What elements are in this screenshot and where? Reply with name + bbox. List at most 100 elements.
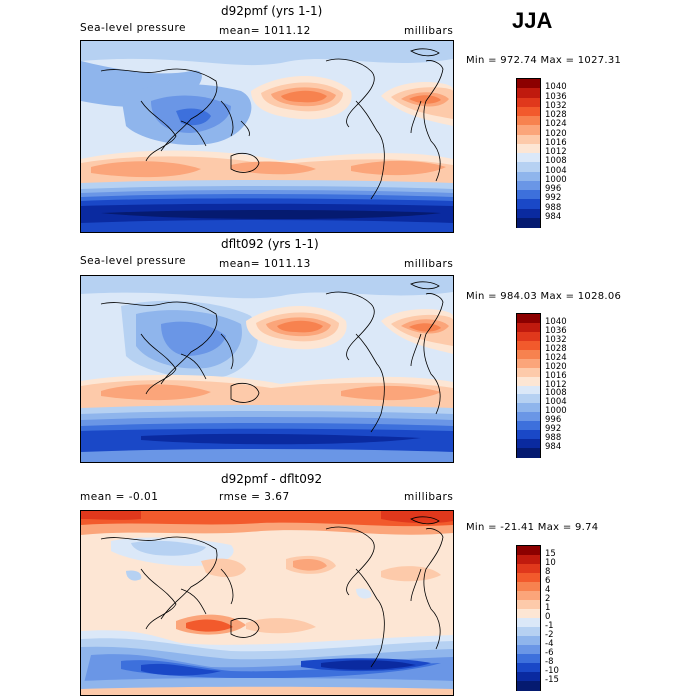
colorbar-level-label: 1004 <box>545 397 567 408</box>
colorbar-swatch <box>517 88 540 98</box>
panel-1-contour-field <box>81 41 453 232</box>
colorbar-swatch <box>517 546 540 556</box>
colorbar-level-label: 10 <box>545 558 556 568</box>
colorbar-swatch <box>517 403 540 413</box>
colorbar-level-label: -8 <box>545 657 554 667</box>
colorbar-swatch <box>517 636 540 646</box>
colorbar-level-label: 1032 <box>545 334 567 345</box>
colorbar-swatch <box>517 322 540 333</box>
colorbar-swatch <box>517 162 540 172</box>
colorbar-level-label: 988 <box>545 202 562 213</box>
colorbar-swatch <box>517 97 540 108</box>
colorbar-swatch <box>517 618 540 628</box>
panel-1-colorbar <box>516 78 541 228</box>
colorbar-level-label: 984 <box>545 211 562 222</box>
colorbar-swatch <box>517 573 540 583</box>
colorbar-swatch <box>517 199 540 209</box>
colorbar-swatch <box>517 331 540 342</box>
colorbar-swatch <box>517 654 540 664</box>
colorbar-level-label: -2 <box>545 630 554 640</box>
panel-2-variable-label: Sea-level pressure <box>80 255 187 267</box>
colorbar-level-label: 996 <box>545 415 562 426</box>
panel-1-colorbar-labels: 1040 1036 1032 1028 1024 1020 1016 1012 1008 1004… <box>545 78 585 228</box>
panel-2-colorbar <box>516 313 541 458</box>
colorbar-swatch <box>517 217 540 228</box>
colorbar-level-label: -15 <box>545 675 559 685</box>
colorbar-swatch <box>517 430 540 440</box>
panel-2-colorbar-labels: 1040 1036 1032 1028 1024 1020 1016 1012 1008 1004… <box>545 313 585 458</box>
panel-3-units-label: millibars <box>404 491 454 503</box>
colorbar-level-label: 2 <box>545 594 551 604</box>
season-label: JJA <box>512 8 553 33</box>
colorbar-level-label: 992 <box>545 193 562 204</box>
colorbar-level-label: -6 <box>545 648 554 658</box>
colorbar-swatch <box>517 609 540 619</box>
colorbar-swatch <box>517 125 540 135</box>
panel-1-title: d92pmf (yrs 1-1) <box>221 4 323 18</box>
colorbar-level-label: 1028 <box>545 110 567 120</box>
colorbar-swatch <box>517 208 540 219</box>
colorbar-level-label: 1016 <box>545 137 567 148</box>
colorbar-swatch <box>517 555 540 565</box>
colorbar-level-label: 1024 <box>545 352 567 363</box>
colorbar-swatch <box>517 190 540 200</box>
colorbar-level-label: 1000 <box>545 174 567 185</box>
colorbar-swatch <box>517 681 540 691</box>
colorbar-swatch <box>517 591 540 601</box>
colorbar-level-label: -10 <box>545 666 559 676</box>
colorbar-swatch <box>517 439 540 449</box>
colorbar-level-label: 992 <box>545 424 562 435</box>
colorbar-swatch <box>517 394 540 404</box>
colorbar-swatch <box>517 412 540 422</box>
panel-1-minmax: Min = 972.74 Max = 1027.31 <box>466 55 622 66</box>
colorbar-swatch <box>517 79 540 89</box>
colorbar-swatch <box>517 153 540 163</box>
panel-1-mean-label: mean= 1011.12 <box>219 25 311 37</box>
colorbar-level-label: 1008 <box>545 156 567 167</box>
colorbar-swatch <box>517 672 540 682</box>
colorbar-swatch <box>517 340 540 351</box>
colorbar-level-label: 1036 <box>545 325 567 336</box>
colorbar-swatch <box>517 627 540 637</box>
panel-3-colorbar-labels: 15 10 8 6 4 2 1 0 -1 -2 -4 -6 -8 -10 -15 <box>545 545 585 691</box>
colorbar-swatch <box>517 116 540 126</box>
colorbar-swatch <box>517 385 540 395</box>
colorbar-level-label: 4 <box>545 585 551 595</box>
colorbar-swatch <box>517 106 540 117</box>
colorbar-swatch <box>517 663 540 673</box>
colorbar-swatch <box>517 600 540 610</box>
colorbar-level-label: 1028 <box>545 343 567 354</box>
colorbar-level-label: 1012 <box>545 147 567 157</box>
colorbar-level-label: -4 <box>545 639 554 649</box>
colorbar-level-label: 1024 <box>545 119 567 130</box>
panel-1-units-label: millibars <box>404 25 454 37</box>
colorbar-level-label: 0 <box>545 612 551 622</box>
panel-2-map <box>80 275 454 463</box>
panel-2-title: dflt092 (yrs 1-1) <box>221 237 319 251</box>
panel-3-colorbar <box>516 545 541 691</box>
panel-2-units-label: millibars <box>404 258 454 270</box>
colorbar-swatch <box>517 171 540 182</box>
colorbar-swatch <box>517 349 540 360</box>
colorbar-swatch <box>517 143 540 154</box>
colorbar-swatch <box>517 582 540 592</box>
colorbar-level-label: 1 <box>545 603 551 613</box>
colorbar-level-label: 1016 <box>545 370 567 381</box>
panel-1-map <box>80 40 454 233</box>
colorbar-swatch <box>517 358 540 369</box>
colorbar-level-label: 996 <box>545 184 562 194</box>
colorbar-level-label: -1 <box>545 621 554 631</box>
colorbar-level-label: 988 <box>545 433 562 444</box>
colorbar-swatch <box>517 376 540 386</box>
colorbar-swatch <box>517 564 540 574</box>
colorbar-level-label: 15 <box>545 549 556 559</box>
panel-3-title: d92pmf - dflt092 <box>221 472 323 486</box>
colorbar-level-label: 1032 <box>545 100 567 111</box>
panel-2-mean-label: mean= 1011.13 <box>219 258 311 270</box>
colorbar-level-label: 8 <box>545 567 551 577</box>
panel-3-mean-label: mean = -0.01 <box>80 491 159 503</box>
colorbar-level-label: 6 <box>545 576 551 586</box>
colorbar-swatch <box>517 134 540 145</box>
colorbar-swatch <box>517 367 540 378</box>
colorbar-swatch <box>517 448 540 458</box>
